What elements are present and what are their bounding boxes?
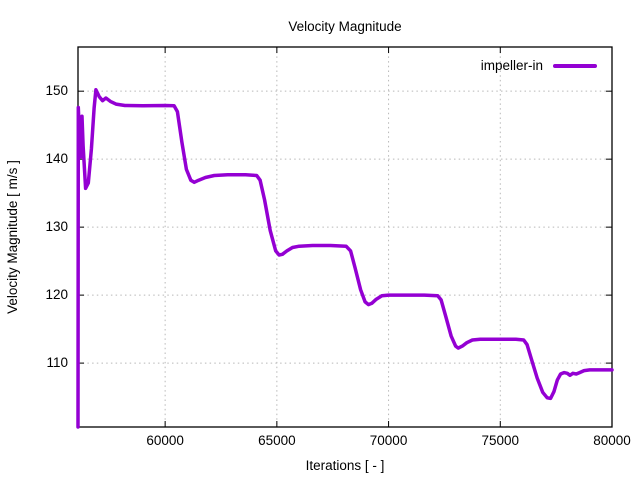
x-tick-label: 75000	[481, 433, 520, 448]
x-tick-label: 65000	[258, 433, 296, 448]
y-tick-label: 130	[45, 219, 68, 235]
chart-title: Velocity Magnitude	[288, 19, 402, 34]
series-line-impeller-in	[76, 88, 614, 429]
legend-line-sample	[553, 64, 597, 68]
x-axis-label: Iterations [ - ]	[305, 458, 385, 473]
x-tick-label: 80000	[593, 433, 631, 448]
legend-label: impeller-in	[480, 58, 543, 73]
y-tick-label: 110	[46, 355, 68, 371]
y-tick-label: 140	[45, 151, 68, 167]
y-tick-label: 120	[45, 287, 68, 303]
x-tick-label: 70000	[369, 433, 408, 448]
legend: impeller-in	[481, 58, 597, 74]
x-tick-label: 60000	[146, 433, 184, 448]
y-tick-label: 150	[45, 83, 68, 99]
